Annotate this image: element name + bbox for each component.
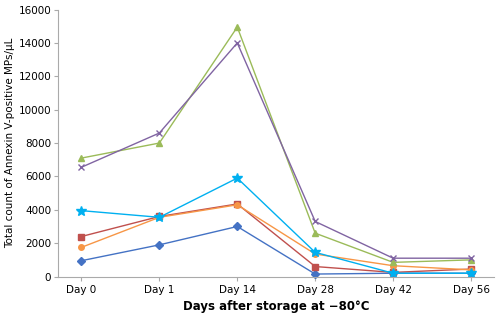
Series1_blue [390,271,396,275]
Series3_orange [468,268,474,272]
Y-axis label: Total count of Annexin V-positive MPs/μL: Total count of Annexin V-positive MPs/μL [6,38,16,248]
Line: Series3_orange: Series3_orange [78,202,474,273]
X-axis label: Days after storage at −80°C: Days after storage at −80°C [183,300,370,314]
Series1_blue [234,225,240,228]
Line: Series5_green: Series5_green [78,24,474,266]
Series1_blue [468,271,474,275]
Series4_cyan [390,271,396,275]
Series4_cyan [156,215,162,219]
Series5_green [390,260,396,264]
Series3_orange [78,245,84,249]
Series4_cyan [468,271,474,275]
Series3_orange [156,215,162,219]
Series1_blue [156,243,162,247]
Series2_red [468,267,474,271]
Series6_purple [78,165,84,169]
Series5_green [78,156,84,160]
Series1_blue [312,272,318,276]
Series5_green [156,141,162,145]
Series6_purple [390,256,396,260]
Line: Series6_purple: Series6_purple [78,40,474,262]
Series2_red [312,265,318,269]
Series2_red [78,234,84,238]
Series5_green [312,231,318,235]
Series1_blue [78,259,84,263]
Series5_green [234,25,240,29]
Series3_orange [312,252,318,256]
Series4_cyan [78,209,84,212]
Series4_cyan [312,250,318,254]
Series3_orange [390,264,396,268]
Series3_orange [234,203,240,207]
Line: Series2_red: Series2_red [78,201,474,275]
Line: Series1_blue: Series1_blue [78,224,474,277]
Series2_red [234,202,240,206]
Series6_purple [468,256,474,260]
Series6_purple [312,219,318,223]
Series2_red [390,271,396,274]
Series4_cyan [234,176,240,180]
Series6_purple [156,131,162,135]
Series6_purple [234,41,240,45]
Series2_red [156,215,162,219]
Line: Series4_cyan: Series4_cyan [76,173,476,278]
Series5_green [468,258,474,262]
